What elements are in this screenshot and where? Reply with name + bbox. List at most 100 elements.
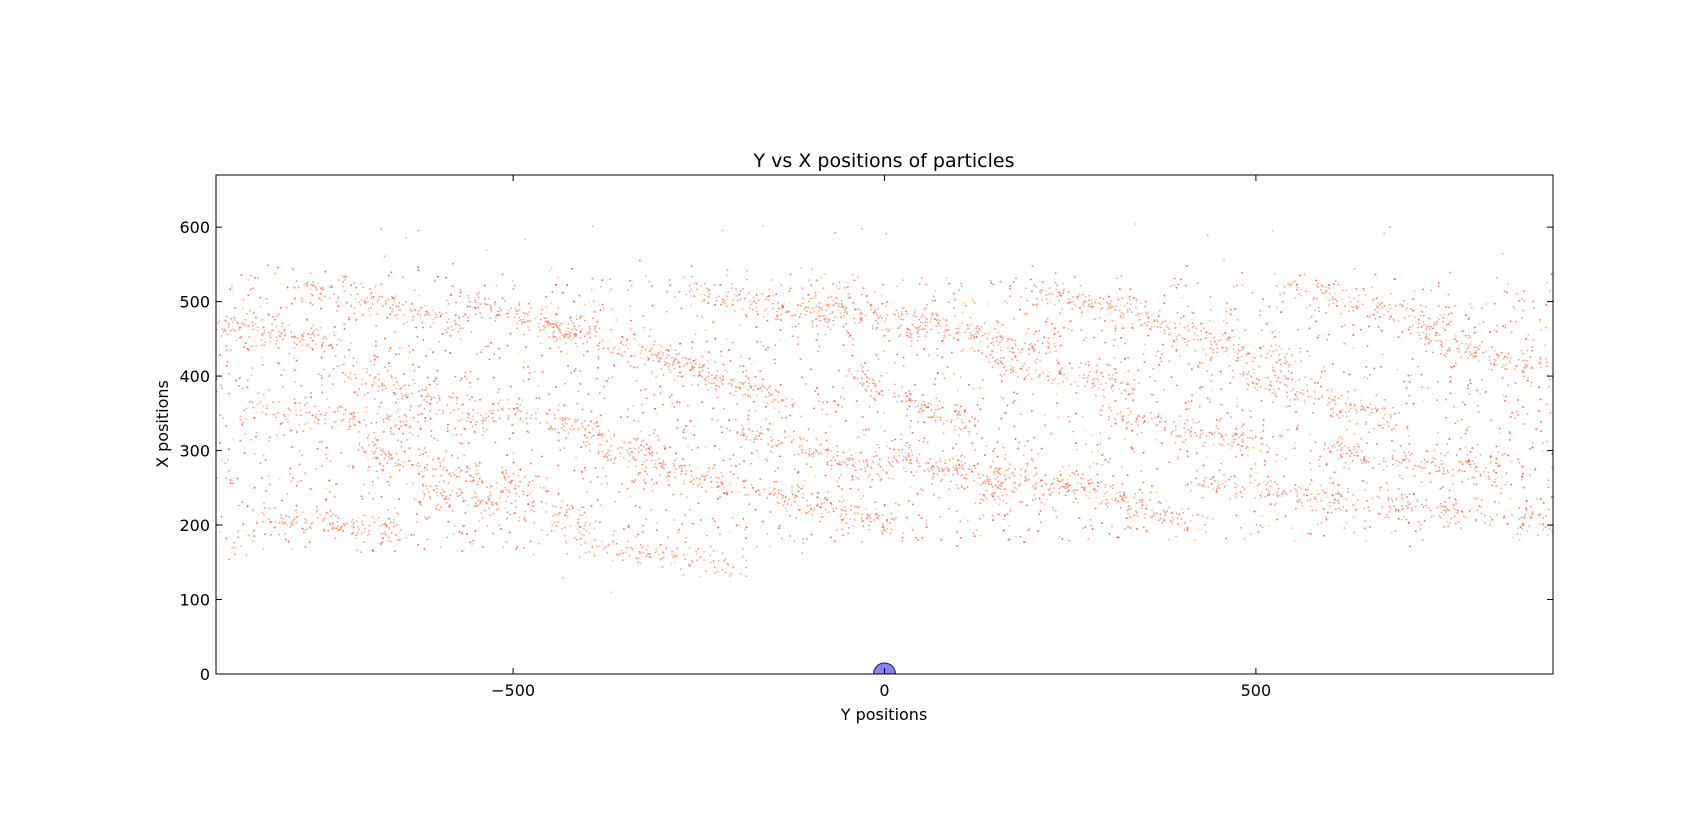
particle-point [1444,329,1446,331]
particle-point [721,431,724,434]
particle-point [254,277,256,279]
particle-point [877,444,879,446]
particle-point [1508,439,1511,441]
particle-point [563,447,566,449]
particle-point [537,542,540,545]
particle-point [964,462,966,464]
particle-point [234,553,236,556]
particle-point [423,469,426,472]
particle-point [1431,393,1434,395]
particle-point [1420,373,1423,376]
particle-point [378,405,381,408]
particle-point [1523,290,1526,293]
particle-point [1091,434,1093,437]
particle-point [580,446,583,449]
particle-point [1542,517,1545,520]
particle-point [1136,433,1139,436]
particle-point [383,337,386,340]
particle-point [736,431,739,434]
particle-point [1366,377,1369,380]
particle-point [959,520,962,523]
particle-point [1379,486,1382,489]
particle-point [365,410,368,413]
particle-point [1507,454,1510,457]
particle-point [319,326,322,329]
particle-point [1096,473,1099,476]
particle-point [353,282,356,284]
particle-point [1157,413,1160,416]
particle-point [1147,334,1149,337]
particle-point [1308,355,1311,357]
particle-point [1421,386,1424,389]
particle-point [1046,498,1049,501]
particle-point [500,309,502,312]
particle-point [1097,481,1099,484]
particle-point [518,304,521,306]
particle-point [1453,365,1455,368]
particle-point [279,283,282,286]
particle-point [754,376,757,378]
particle-point [1173,284,1175,287]
particle-point [1198,362,1201,364]
particle-point [1526,412,1529,415]
particle-point [286,493,289,495]
particle-point [1372,466,1374,469]
particle-point [1289,284,1292,287]
particle-point [1511,460,1513,463]
particle-point [1193,538,1196,541]
particle-point [1254,496,1257,499]
particle-point [446,536,448,539]
particle-point [527,302,530,305]
particle-point [738,293,741,296]
particle-point [1175,286,1178,289]
particle-point [855,477,858,479]
particle-point [1180,278,1183,281]
particle-point [825,439,828,442]
particle-point [1054,281,1057,284]
particle-point [386,317,388,319]
particle-point [1068,362,1071,365]
particle-point [557,439,560,442]
particle-point [267,313,270,316]
particle-point [642,326,645,329]
particle-point [1412,468,1415,470]
particle-point [420,306,423,309]
particle-point [527,320,529,322]
particle-point [1026,463,1029,465]
particle-point [1464,403,1466,406]
particle-point [1489,331,1491,333]
particle-point [1414,530,1417,532]
particle-point [815,325,818,327]
particle-point [390,532,393,534]
particle-point [1406,496,1409,498]
particle-point [387,298,390,301]
particle-point [1076,501,1079,504]
particle-point [1074,497,1077,500]
particle-point [632,405,634,407]
particle-point [817,393,820,396]
particle-point [275,325,278,328]
particle-point [1093,336,1095,339]
particle-point [1297,424,1299,427]
particle-point [993,471,995,473]
chart-title: Y vs X positions of particles [753,150,1015,172]
particle-point [1224,332,1227,334]
particle-point [679,371,681,374]
particle-point [459,442,462,445]
particle-point [956,532,958,534]
particle-point [638,259,641,262]
particle-point [809,368,812,371]
particle-point [1460,436,1463,439]
particle-point [802,538,804,540]
particle-point [238,504,241,507]
particle-point [1366,345,1369,348]
particle-point [1378,307,1380,309]
particle-point [1426,387,1429,389]
particle-point [774,470,777,473]
particle-point [1500,352,1503,354]
particle-point [672,493,675,496]
particle-point [990,282,993,284]
particle-point [1456,340,1458,343]
particle-point [464,375,466,378]
